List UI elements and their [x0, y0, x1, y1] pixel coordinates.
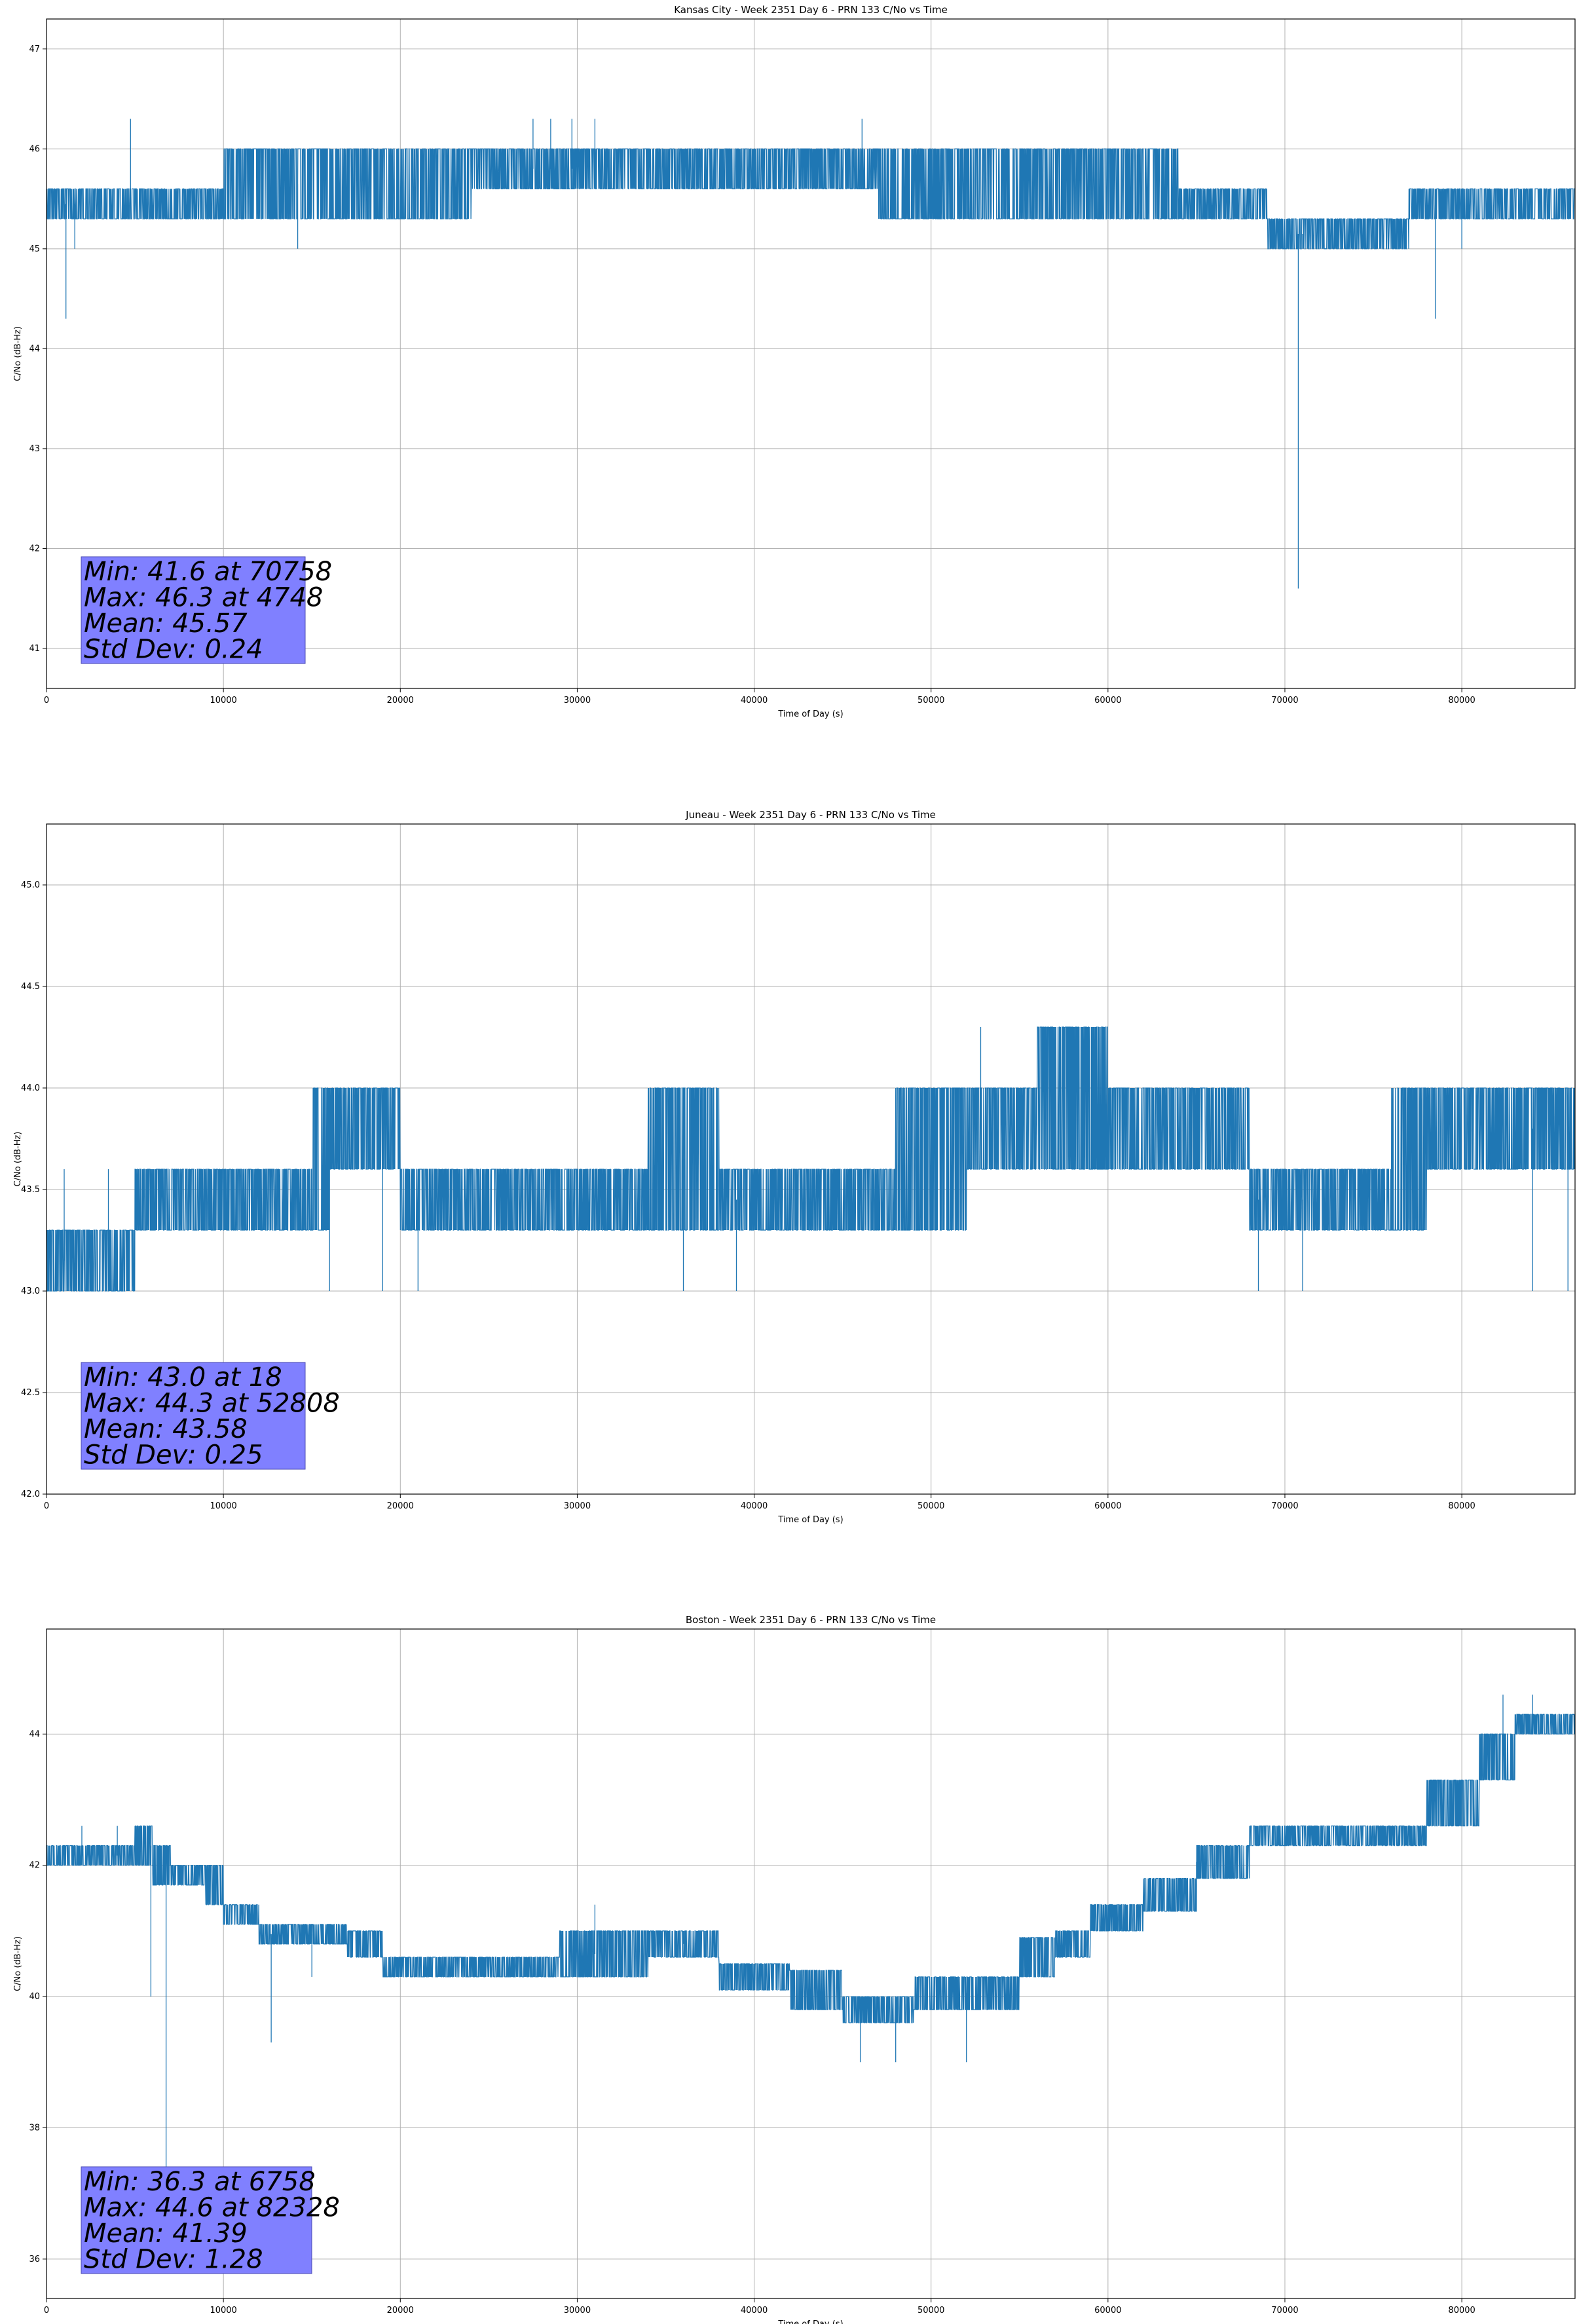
juneau-xtick-label-2: 20000	[387, 1501, 414, 1511]
boston-xtick-label-0: 0	[44, 2306, 49, 2315]
kansas-city-cno-series	[46, 119, 1575, 589]
juneau-axes-frame	[46, 823, 1576, 1495]
boston-chart-title: Boston - Week 2351 Day 6 - PRN 133 C/No …	[686, 1614, 936, 1626]
juneau-xtick-label-1: 10000	[210, 1501, 236, 1511]
boston-ytick-label-4: 44	[29, 1729, 40, 1739]
boston-cno-series	[46, 1695, 1576, 2240]
juneau-ytick-label-3: 43.5	[21, 1185, 40, 1195]
kansas-city-stats-box	[81, 556, 306, 664]
juneau-stats-box	[81, 1362, 306, 1470]
juneau-xtick-label-7: 70000	[1271, 1501, 1298, 1511]
kansas-city-ytick-label-3: 44	[29, 344, 40, 354]
boston-ytick-label-0: 36	[29, 2255, 40, 2264]
juneau-ytick-label-6: 45.0	[21, 880, 40, 890]
kansas-city-stat-line-1: Max: 46.3 at 4748	[84, 583, 323, 613]
juneau-ytick-label-1: 42.5	[21, 1388, 40, 1398]
juneau-ytick-label-4: 44.0	[21, 1083, 40, 1093]
boston-xtick-label-5: 50000	[918, 2306, 944, 2315]
juneau-xtick-label-0: 0	[44, 1501, 49, 1511]
juneau-xtick-label-4: 40000	[741, 1501, 768, 1511]
juneau-xtick-label-6: 60000	[1094, 1501, 1121, 1511]
boston-xtick-label-3: 30000	[564, 2306, 591, 2315]
juneau-stat-line-1: Max: 44.3 at 52808	[84, 1389, 340, 1419]
kansas-city-ytick-label-2: 43	[29, 444, 40, 454]
juneau-xtick-label-5: 50000	[918, 1501, 944, 1511]
boston-ytick-label-2: 40	[29, 1992, 40, 2002]
juneau-yaxis-label: C/No (dB-Hz)	[13, 1132, 23, 1187]
juneau-chart: 0 10000 20000 30000 40000 50000 60000 70000 8000…	[13, 809, 1576, 1525]
boston-chart: 0 10000 20000 30000 40000 50000 60000 70000 8000…	[13, 1614, 1576, 2324]
boston-stat-line-0: Min: 36.3 at 6758	[84, 2167, 316, 2197]
kansas-city-stat-line-0: Min: 41.6 at 70758	[84, 557, 332, 587]
kansas-city-stat-line-2: Mean: 45.57	[84, 609, 248, 639]
juneau-ytick-label-5: 44.5	[21, 982, 40, 992]
juneau-xtick-label-3: 30000	[564, 1501, 591, 1511]
kansas-city-chart: 0 10000 20000 30000 40000 50000 60000 70000 8000…	[13, 4, 1576, 719]
boston-stat-line-2: Mean: 41.39	[84, 2219, 248, 2249]
kansas-city-ytick-label-4: 45	[29, 244, 40, 254]
kansas-city-xtick-label-7: 70000	[1271, 696, 1298, 705]
boston-xtick-label-2: 20000	[387, 2306, 414, 2315]
juneau-cno-series	[46, 1026, 1576, 1292]
kansas-city-xtick-label-0: 0	[44, 696, 49, 705]
kansas-city-xtick-label-8: 80000	[1448, 696, 1475, 705]
boston-xtick-label-4: 40000	[741, 2306, 768, 2315]
boston-stat-line-1: Max: 44.6 at 82328	[84, 2193, 340, 2223]
kansas-city-xtick-label-3: 30000	[564, 696, 591, 705]
kansas-city-yaxis-label: C/No (dB-Hz)	[13, 326, 23, 381]
juneau-stat-line-0: Min: 43.0 at 18	[84, 1362, 282, 1393]
boston-xtick-label-8: 80000	[1448, 2306, 1475, 2315]
kansas-city-stat-line-3: Std Dev: 0.24	[84, 635, 263, 665]
boston-xtick-label-6: 60000	[1094, 2306, 1121, 2315]
kansas-city-axes-frame	[46, 18, 1576, 689]
boston-stat-line-3: Std Dev: 1.28	[84, 2245, 263, 2275]
boston-xaxis-label: Time of Day (s)	[777, 2319, 843, 2324]
juneau-chart-title: Juneau - Week 2351 Day 6 - PRN 133 C/No …	[685, 809, 936, 821]
kansas-city-xtick-label-4: 40000	[741, 696, 768, 705]
boston-yaxis-label: C/No (dB-Hz)	[13, 1936, 23, 1991]
boston-xtick-label-7: 70000	[1271, 2306, 1298, 2315]
boston-ytick-label-1: 38	[29, 2123, 40, 2133]
kansas-city-xaxis-label: Time of Day (s)	[777, 709, 843, 719]
kansas-city-ytick-label-0: 41	[29, 644, 40, 654]
kansas-city-ytick-label-1: 42	[29, 544, 40, 553]
juneau-stat-line-2: Mean: 43.58	[84, 1414, 248, 1444]
juneau-xaxis-label: Time of Day (s)	[777, 1515, 843, 1525]
kansas-city-xtick-label-5: 50000	[918, 696, 944, 705]
boston-ytick-label-3: 42	[29, 1861, 40, 1871]
juneau-ytick-label-0: 42.0	[21, 1490, 40, 1499]
juneau-xtick-label-8: 80000	[1448, 1501, 1475, 1511]
kansas-city-xtick-label-2: 20000	[387, 696, 414, 705]
juneau-ytick-label-2: 43.0	[21, 1286, 40, 1296]
kansas-city-xtick-label-6: 60000	[1094, 696, 1121, 705]
boston-xtick-label-1: 10000	[210, 2306, 236, 2315]
boston-axes-frame	[46, 1628, 1576, 2299]
kansas-city-ytick-label-6: 47	[29, 45, 40, 54]
kansas-city-xtick-label-1: 10000	[210, 696, 236, 705]
juneau-stat-line-3: Std Dev: 0.25	[84, 1440, 263, 1471]
kansas-city-ytick-label-5: 46	[29, 144, 40, 154]
boston-stats-box	[81, 2166, 312, 2274]
kansas-city-chart-title: Kansas City - Week 2351 Day 6 - PRN 133 …	[674, 4, 948, 16]
